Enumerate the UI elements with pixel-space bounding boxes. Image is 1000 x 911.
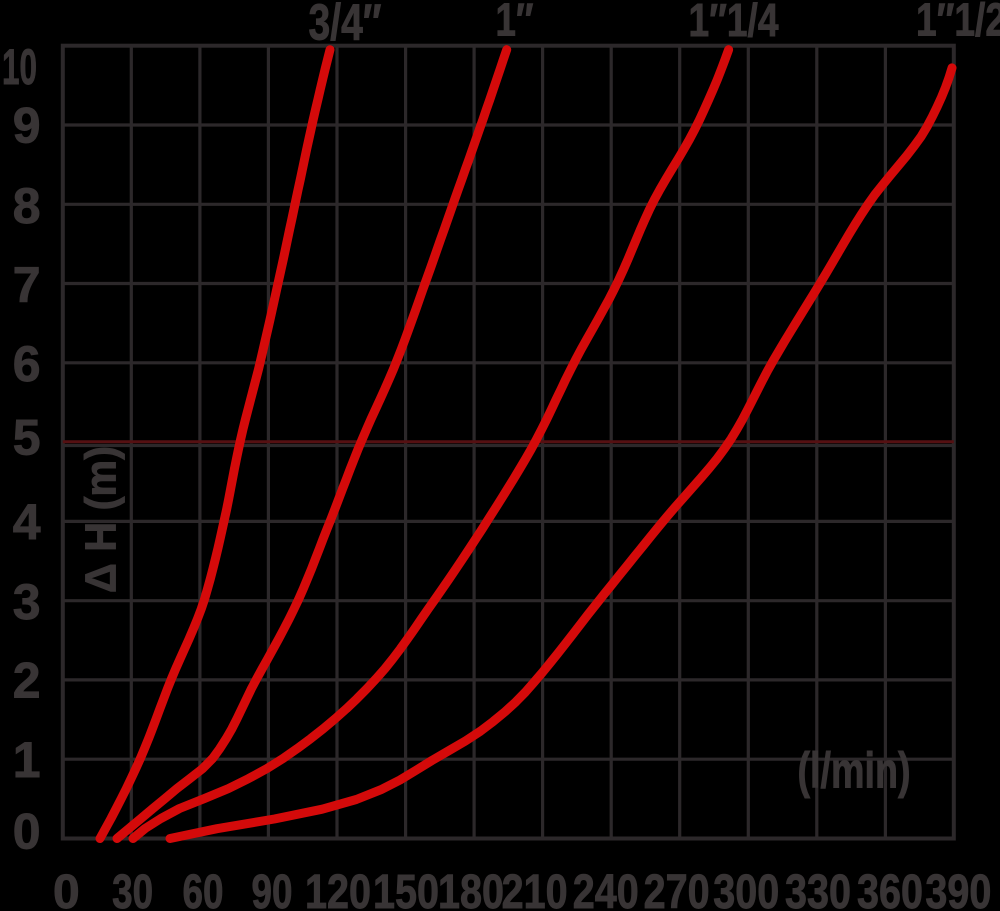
- svg-text:1″: 1″: [496, 0, 534, 46]
- svg-text:3/4″: 3/4″: [309, 0, 382, 51]
- svg-text:210: 210: [502, 866, 568, 911]
- svg-text:360: 360: [857, 866, 923, 911]
- svg-text:5: 5: [13, 410, 41, 466]
- svg-text:390: 390: [925, 866, 991, 911]
- svg-text:3: 3: [13, 574, 41, 630]
- svg-text:8: 8: [13, 178, 41, 234]
- svg-text:330: 330: [785, 866, 851, 911]
- svg-text:150: 150: [373, 866, 439, 911]
- svg-text:1: 1: [13, 732, 41, 788]
- svg-text:6: 6: [13, 336, 41, 392]
- svg-text:180: 180: [438, 866, 504, 911]
- svg-text:1″1/2: 1″1/2: [916, 0, 1000, 46]
- svg-text:1″1/4: 1″1/4: [689, 0, 779, 46]
- svg-text:7: 7: [13, 257, 41, 313]
- svg-text:(l/min): (l/min): [798, 743, 911, 799]
- svg-text:90: 90: [252, 866, 293, 911]
- svg-text:270: 270: [644, 866, 710, 911]
- svg-text:300: 300: [713, 866, 779, 911]
- svg-text:240: 240: [573, 866, 639, 911]
- svg-text:Δ H (m): Δ H (m): [77, 446, 126, 593]
- svg-text:9: 9: [13, 98, 41, 154]
- svg-text:60: 60: [183, 866, 224, 911]
- svg-text:4: 4: [13, 494, 41, 550]
- svg-text:10: 10: [2, 39, 37, 95]
- svg-text:0: 0: [53, 866, 80, 911]
- svg-text:120: 120: [305, 866, 371, 911]
- svg-text:0: 0: [13, 804, 41, 860]
- svg-text:30: 30: [112, 866, 153, 911]
- svg-text:2: 2: [13, 653, 41, 709]
